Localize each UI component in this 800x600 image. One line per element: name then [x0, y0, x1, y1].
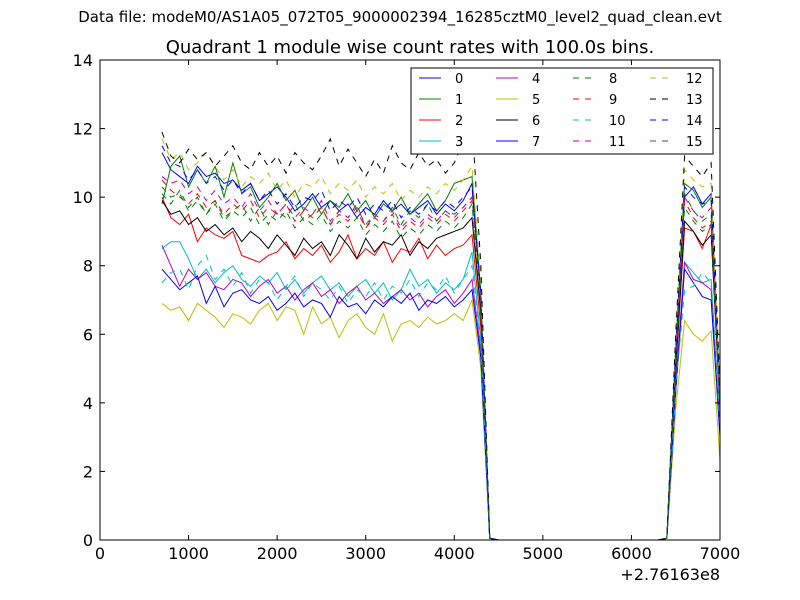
x-axis-offset-label: +2.76163e8	[620, 565, 720, 584]
legend-label-15: 15	[686, 135, 703, 150]
legend-label-8: 8	[609, 72, 617, 87]
legend-label-13: 13	[686, 93, 703, 108]
legend-label-12: 12	[686, 72, 703, 87]
legend-label-6: 6	[532, 114, 540, 129]
legend-label-3: 3	[455, 135, 463, 150]
x-axis: 0 1000 2000 3000 4000 5000 6000 7000	[95, 60, 740, 563]
legend-label-7: 7	[532, 135, 540, 150]
x-tick-label: 7000	[700, 544, 741, 563]
legend-label-2: 2	[455, 114, 463, 129]
x-tick-label: 3000	[345, 544, 386, 563]
series-line-15	[161, 186, 721, 541]
legend-label-10: 10	[609, 114, 626, 129]
legend-label-4: 4	[532, 72, 540, 87]
x-tick-label: 5000	[522, 544, 563, 563]
chart-title: Quadrant 1 module wise count rates with …	[166, 37, 655, 58]
legend-label-5: 5	[532, 93, 540, 108]
legend-label-9: 9	[609, 93, 617, 108]
y-tick-label: 12	[73, 120, 93, 139]
x-tick-label: 2000	[257, 544, 298, 563]
x-tick-label: 6000	[611, 544, 652, 563]
y-tick-label: 0	[83, 531, 93, 550]
legend-label-14: 14	[686, 114, 703, 129]
legend-label-0: 0	[455, 72, 463, 87]
y-tick-label: 6	[83, 325, 93, 344]
series-line-9	[161, 179, 721, 541]
x-tick-label: 1000	[168, 544, 209, 563]
y-tick-label: 4	[83, 394, 93, 413]
figure-suptitle: Data file: modeM0/AS1A05_072T05_90000023…	[78, 8, 722, 27]
plot-frame	[99, 59, 721, 541]
y-tick-label: 10	[73, 188, 93, 207]
x-tick-label: 4000	[434, 544, 475, 563]
y-tick-label: 2	[83, 462, 93, 481]
legend-box	[410, 67, 714, 155]
y-tick-label: 14	[73, 51, 93, 70]
y-tick-label: 8	[83, 257, 93, 276]
x-tick-label: 0	[95, 544, 105, 563]
legend-label-1: 1	[455, 93, 463, 108]
legend-label-11: 11	[609, 135, 626, 150]
